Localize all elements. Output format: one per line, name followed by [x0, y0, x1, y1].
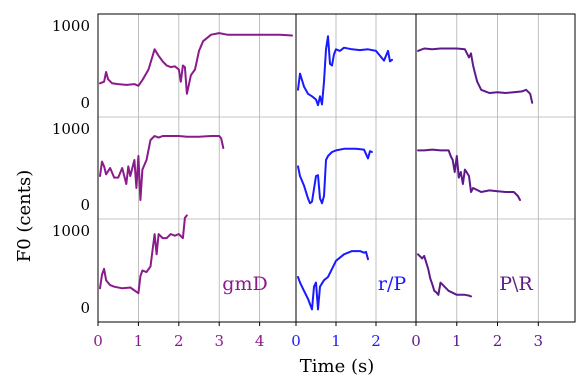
x-tick-label-col1-0: 0 [291, 332, 301, 350]
x-tick-label-col2-3: 3 [534, 332, 544, 350]
y-tick-label-row1-0: 0 [80, 196, 90, 214]
label-layer: 0 1 2 3 4 gmD 0 1 2 r/P 0 1 2 3 P\R 0 1000 0 1000 0 1000 [52, 17, 543, 350]
y-axis-title: F0 (cents) [14, 170, 35, 263]
series-line-0-2 [99, 214, 188, 295]
series-line-1-2 [297, 250, 369, 311]
panel-label-1: r/P [378, 273, 406, 295]
x-tick-label-col0-3: 3 [214, 332, 224, 350]
series-line-2-1 [417, 148, 521, 201]
series-line-1-1 [297, 147, 373, 205]
y-tick-label-row2-1: 1000 [52, 222, 90, 240]
x-tick-label-col1-1: 1 [331, 332, 341, 350]
y-tick-label-row2-0: 0 [80, 299, 90, 317]
series-line-2-2 [417, 253, 472, 298]
y-tick-label-row0-1: 1000 [52, 17, 90, 35]
frame-layer [97, 13, 576, 326]
x-tick-label-col2-2: 2 [493, 332, 503, 350]
grid-layer [98, 14, 575, 322]
series-line-0-1 [99, 135, 225, 201]
y-tick-label-row0-0: 0 [80, 94, 90, 112]
series-line-2-0 [417, 47, 534, 104]
curve-layer [99, 32, 534, 311]
series-line-1-0 [297, 35, 393, 107]
x-tick-label-col2-0: 0 [411, 332, 421, 350]
y-tick-label-row1-1: 1000 [52, 120, 90, 138]
x-tick-label-col2-1: 1 [452, 332, 462, 350]
x-tick-label-col0-4: 4 [255, 332, 265, 350]
panel-label-0: gmD [222, 273, 267, 295]
x-tick-label-col0-2: 2 [174, 332, 184, 350]
x-tick-label-col0-0: 0 [93, 332, 103, 350]
plot-frame [97, 13, 576, 323]
x-axis-title: Time (s) [300, 356, 375, 377]
x-tick-label-col0-1: 1 [134, 332, 144, 350]
series-line-0-0 [99, 32, 293, 95]
x-tick-label-col1-2: 2 [371, 332, 381, 350]
panel-label-2: P\R [499, 273, 533, 295]
